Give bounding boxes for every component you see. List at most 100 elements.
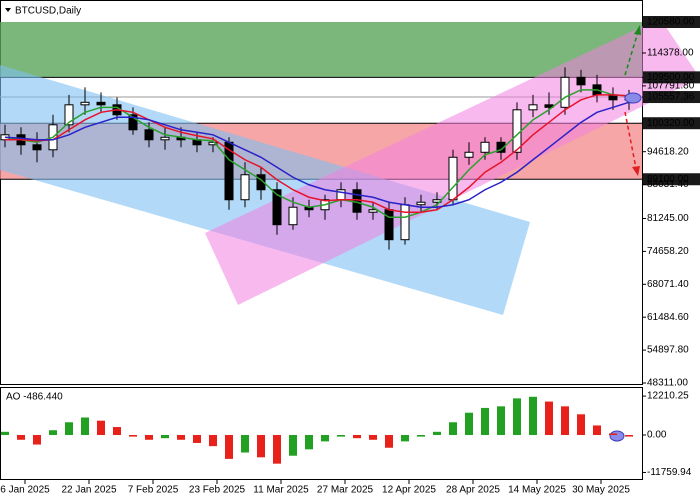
candle-body	[464, 151, 474, 158]
ao-bar	[289, 435, 297, 456]
ao-bar	[465, 412, 473, 435]
ao-y-tick-label: 0.00	[647, 430, 667, 441]
ao-bar	[353, 435, 361, 439]
y-tick-highlight	[643, 16, 700, 28]
y-tick-label: 81245.00	[647, 213, 689, 224]
ao-bar	[17, 435, 25, 440]
candle-body	[128, 114, 138, 131]
candle-body	[160, 136, 170, 141]
y-tick-label: 48311.00	[647, 378, 688, 389]
ao-y-tick-label: 12210.25	[647, 391, 689, 402]
candle-body	[480, 141, 490, 153]
candle-body	[576, 76, 586, 86]
ao-bar	[81, 417, 89, 435]
ao-bar	[417, 435, 425, 437]
title-arrow	[5, 8, 11, 12]
y-tick-label: 68071.40	[647, 279, 689, 290]
candle-body	[400, 204, 410, 241]
y-tick-label: 105557.36	[647, 92, 695, 103]
candle-body	[416, 201, 426, 206]
ao-bar	[369, 435, 377, 440]
candle-body	[560, 76, 570, 108]
y-tick-label: 120580.00	[647, 17, 695, 28]
y-tick-label: 88031.40	[647, 179, 689, 190]
ao-bar	[65, 422, 73, 435]
ao-bar	[513, 398, 521, 435]
candle-body	[64, 104, 74, 126]
y-tick-label: 61484.60	[647, 312, 689, 323]
candle-body	[240, 174, 250, 201]
y-tick-label: 54897.80	[647, 345, 689, 356]
ao-bar	[577, 414, 585, 435]
ao-bar	[225, 435, 233, 459]
ao-label: AO -486.440	[6, 392, 63, 403]
ao-bar	[337, 435, 345, 437]
moving-average	[4, 101, 630, 208]
candle-body	[352, 189, 362, 213]
ao-bar	[593, 425, 601, 435]
ao-bar	[529, 396, 537, 435]
ao-bar	[209, 435, 217, 447]
ao-bar	[161, 435, 169, 439]
candle-body	[528, 104, 538, 111]
candle-body	[32, 144, 42, 151]
moving-average	[4, 89, 630, 218]
candle-body	[384, 209, 394, 241]
y-tick-highlight	[643, 91, 700, 104]
candle-body	[144, 129, 154, 141]
price-zone	[0, 22, 642, 78]
x-tick-label: 28 Apr 2025	[446, 485, 500, 496]
ao-bar	[273, 435, 281, 464]
chart-title: BTCUSD,Daily	[15, 6, 81, 17]
x-tick-label: 11 Mar 2025	[253, 485, 309, 496]
ao-bar	[625, 435, 633, 437]
candle-body	[96, 101, 106, 106]
y-tick-highlight	[643, 71, 700, 84]
y-tick-label: 114378.00	[647, 48, 694, 59]
x-tick-label: 22 Jan 2025	[61, 485, 116, 496]
ao-frame	[0, 387, 643, 480]
candle-body	[288, 206, 298, 226]
y-tick-highlight	[643, 173, 700, 186]
y-tick-label: 109500.00	[647, 72, 695, 83]
candle-body	[272, 189, 282, 226]
y-tick-label: 89100.00	[647, 174, 689, 185]
ao-bar	[129, 435, 137, 437]
down-arrow-head	[632, 166, 640, 176]
ao-bar	[193, 435, 201, 443]
ao-bar	[545, 401, 553, 435]
candle-body	[208, 141, 218, 146]
x-tick-label: 23 Feb 2025	[189, 485, 246, 496]
ao-bar	[401, 435, 409, 442]
price-marker	[624, 92, 642, 104]
y-tick-label: 74658.20	[647, 246, 689, 257]
ao-bar	[113, 427, 121, 435]
candle-body	[448, 156, 458, 201]
x-tick-label: 27 Mar 2025	[317, 485, 374, 496]
y-tick-highlight	[643, 117, 700, 130]
ao-bar	[33, 435, 41, 445]
ao-bar	[257, 435, 265, 458]
ao-bar	[449, 422, 457, 435]
ao-bar	[241, 435, 249, 453]
ao-bar	[561, 406, 569, 435]
ao-bar	[1, 431, 9, 435]
candle-body	[496, 141, 506, 153]
x-tick-label: 6 Jan 2025	[0, 485, 50, 496]
ao-bar	[321, 435, 329, 442]
x-tick-label: 12 Apr 2025	[382, 485, 436, 496]
down-arrow	[624, 111, 637, 169]
ao-bar	[97, 420, 105, 435]
main-frame	[0, 0, 643, 385]
ao-marker	[609, 430, 625, 442]
up-arrow-head	[634, 25, 641, 35]
ao-bar	[433, 431, 441, 435]
candle-body	[512, 109, 522, 153]
moving-average	[5, 94, 630, 213]
ao-y-tick-label: -11759.94	[647, 467, 692, 478]
ao-bar	[49, 430, 57, 435]
ao-bar	[177, 435, 185, 440]
candle-body	[256, 174, 266, 191]
x-tick-label: 30 May 2025	[572, 485, 630, 496]
